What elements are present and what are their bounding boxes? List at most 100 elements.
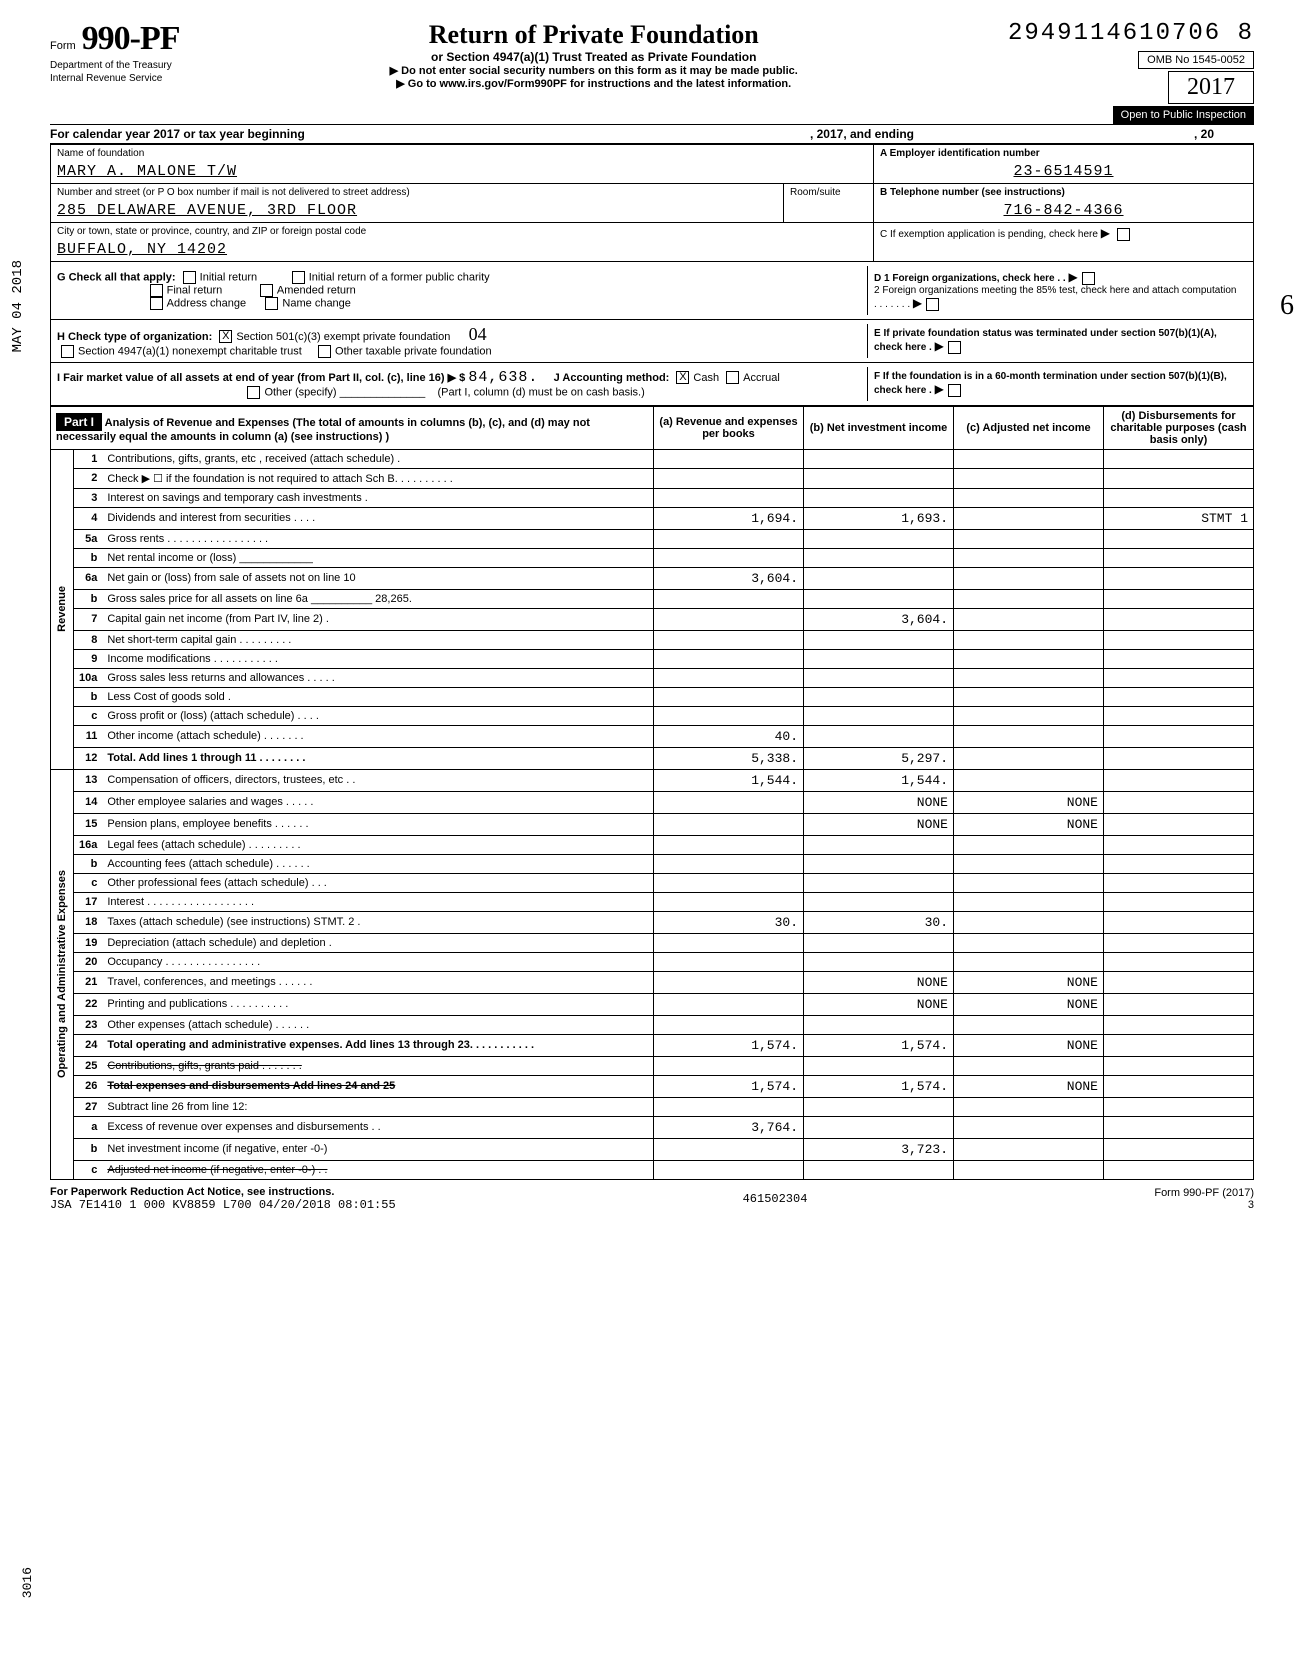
d1-checkbox[interactable]: [1082, 272, 1095, 285]
table-row: 7Capital gain net income (from Part IV, …: [51, 608, 1254, 630]
subtitle-3: ▶ Go to www.irs.gov/Form990PF for instru…: [190, 77, 998, 90]
cell-col-d: [1104, 1056, 1254, 1075]
g-item-5: Name change: [282, 297, 351, 309]
cell-col-b: NONE: [804, 971, 954, 993]
title-block: Return of Private Foundation or Section …: [180, 20, 1008, 90]
cell-col-b: [804, 630, 954, 649]
street-address: 285 DELAWARE AVENUE, 3RD FLOOR: [57, 202, 777, 219]
h-row: H Check type of organization: XSection 5…: [50, 320, 1254, 363]
g-amended-checkbox[interactable]: [260, 284, 273, 297]
identity-block: Name of foundation MARY A. MALONE T/W Nu…: [50, 144, 1254, 262]
h-501c3-checkbox[interactable]: X: [219, 330, 232, 343]
line-description: Compensation of officers, directors, tru…: [102, 769, 653, 791]
g-initial-return-checkbox[interactable]: [183, 271, 196, 284]
line-number: 16a: [74, 835, 103, 854]
cell-col-a: 1,574.: [654, 1034, 804, 1056]
cell-col-b: [804, 649, 954, 668]
cell-col-c: [954, 769, 1104, 791]
table-row: bNet investment income (if negative, ent…: [51, 1138, 1254, 1160]
cell-col-a: [654, 706, 804, 725]
cell-col-b: [804, 567, 954, 589]
cell-col-b: [804, 668, 954, 687]
line-number: 26: [74, 1075, 103, 1097]
table-row: bLess Cost of goods sold .: [51, 687, 1254, 706]
cell-col-c: [954, 687, 1104, 706]
table-row: 26Total expenses and disbursements Add l…: [51, 1075, 1254, 1097]
line-number: 25: [74, 1056, 103, 1075]
col-c-header: (c) Adjusted net income: [954, 406, 1104, 449]
line-number: 14: [74, 791, 103, 813]
j-cash-checkbox[interactable]: X: [676, 371, 689, 384]
e-checkbox[interactable]: [948, 341, 961, 354]
line-description: Other income (attach schedule) . . . . .…: [102, 725, 653, 747]
part1-title: Analysis of Revenue and Expenses (The to…: [56, 417, 590, 443]
h-item-2: Other taxable private foundation: [335, 345, 492, 357]
cell-col-b: [804, 725, 954, 747]
line-description: Net investment income (if negative, ente…: [102, 1138, 653, 1160]
cell-col-d: [1104, 1075, 1254, 1097]
g-former-charity-checkbox[interactable]: [292, 271, 305, 284]
line-description: Capital gain net income (from Part IV, l…: [102, 608, 653, 630]
line-description: Pension plans, employee benefits . . . .…: [102, 813, 653, 835]
g-name-change-checkbox[interactable]: [265, 297, 278, 310]
line-number: b: [74, 687, 103, 706]
line-description: Interest on savings and temporary cash i…: [102, 488, 653, 507]
h-item-1: Section 4947(a)(1) nonexempt charitable …: [78, 345, 302, 357]
cell-col-d: [1104, 1138, 1254, 1160]
cell-col-a: 1,544.: [654, 769, 804, 791]
cell-col-b: [804, 835, 954, 854]
cell-col-b: 3,723.: [804, 1138, 954, 1160]
line-description: Depreciation (attach schedule) and deple…: [102, 933, 653, 952]
cell-col-a: [654, 548, 804, 567]
cell-col-d: [1104, 993, 1254, 1015]
line-description: Other expenses (attach schedule) . . . .…: [102, 1015, 653, 1034]
g-final-return-checkbox[interactable]: [150, 284, 163, 297]
top-right-block: 2949114610706 8 OMB No 1545-0052 2017 Op…: [1008, 20, 1254, 124]
page-number: 3: [1248, 1199, 1254, 1211]
cell-col-c: [954, 668, 1104, 687]
j-note: (Part I, column (d) must be on cash basi…: [438, 386, 645, 398]
cell-col-d: [1104, 706, 1254, 725]
line-description: Total expenses and disbursements Add lin…: [102, 1075, 653, 1097]
line-description: Legal fees (attach schedule) . . . . . .…: [102, 835, 653, 854]
line-number: 21: [74, 971, 103, 993]
cell-col-b: 30.: [804, 911, 954, 933]
line-description: Printing and publications . . . . . . . …: [102, 993, 653, 1015]
h-other-checkbox[interactable]: [318, 345, 331, 358]
cell-col-b: [804, 1015, 954, 1034]
d1-label: D 1 Foreign organizations, check here . …: [874, 273, 1066, 284]
table-row: 11Other income (attach schedule) . . . .…: [51, 725, 1254, 747]
cell-col-b: [804, 854, 954, 873]
cell-col-c: [954, 649, 1104, 668]
line-number: 20: [74, 952, 103, 971]
i-j-row: I Fair market value of all assets at end…: [50, 363, 1254, 406]
cell-col-d: [1104, 835, 1254, 854]
line-description: Gross sales less returns and allowances …: [102, 668, 653, 687]
cell-col-b: [804, 706, 954, 725]
cell-col-d: [1104, 630, 1254, 649]
cell-col-b: [804, 1116, 954, 1138]
line-number: 11: [74, 725, 103, 747]
cell-col-c: [954, 747, 1104, 769]
g-address-change-checkbox[interactable]: [150, 297, 163, 310]
cell-col-b: [804, 952, 954, 971]
j-other-checkbox[interactable]: [247, 386, 260, 399]
table-row: aExcess of revenue over expenses and dis…: [51, 1116, 1254, 1138]
cell-col-c: [954, 1015, 1104, 1034]
date-stamp-left: MAY 04 2018: [10, 260, 26, 352]
d2-checkbox[interactable]: [926, 298, 939, 311]
j-item-0: Cash: [693, 372, 719, 384]
f-checkbox[interactable]: [948, 384, 961, 397]
table-row: 4Dividends and interest from securities …: [51, 507, 1254, 529]
cell-col-b: [804, 449, 954, 468]
ein-label: A Employer identification number: [880, 148, 1247, 159]
exemption-pending-checkbox[interactable]: [1117, 228, 1130, 241]
cell-col-c: [954, 529, 1104, 548]
line-description: Net rental income or (loss) ____________: [102, 548, 653, 567]
j-accrual-checkbox[interactable]: [726, 371, 739, 384]
h-4947-checkbox[interactable]: [61, 345, 74, 358]
g-item-0: Initial return: [200, 271, 257, 283]
handwritten-annotation-6: 6: [1280, 290, 1294, 322]
cell-col-a: [654, 449, 804, 468]
cell-col-c: [954, 835, 1104, 854]
